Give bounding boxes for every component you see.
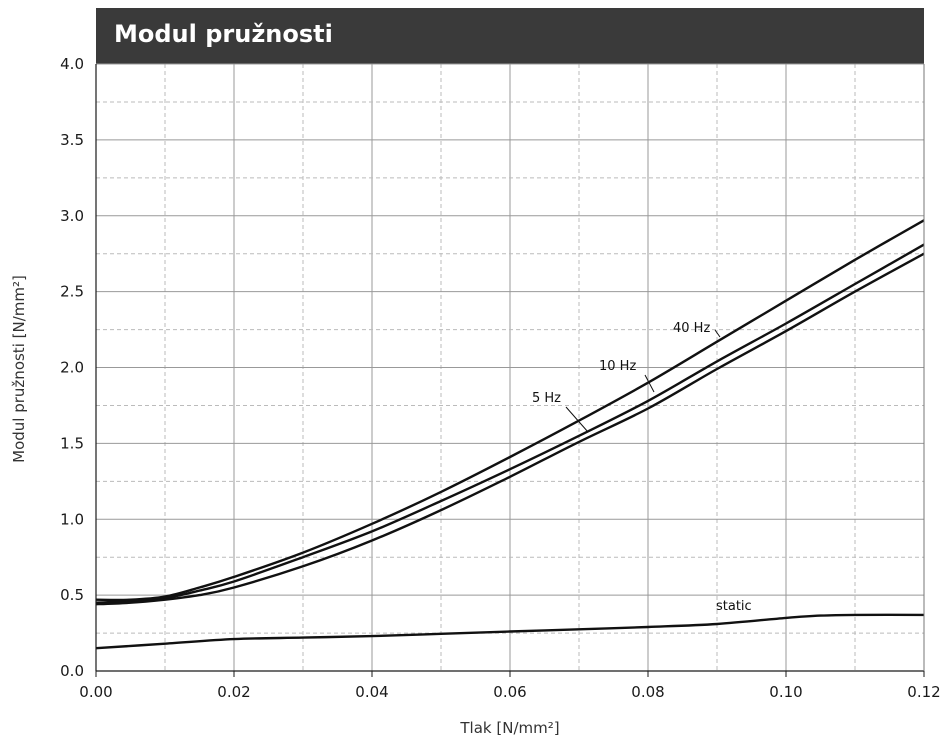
x-tick-label: 0.12: [907, 683, 940, 701]
chart-title-bar: Modul pružnosti: [96, 8, 924, 64]
series-group: 40 Hz 10 Hz 5 Hz static: [95, 219, 925, 650]
y-tick-label: 4.0: [60, 55, 84, 73]
leader-line-40-hz: [714, 329, 721, 338]
x-tick-label: 0.04: [355, 683, 388, 701]
x-tick-label: 0.10: [769, 683, 802, 701]
chart-title: Modul pružnosti: [114, 20, 333, 48]
leader-line-5-hz: [565, 406, 589, 433]
series-label-5-hz: 5 Hz: [532, 391, 561, 406]
y-tick-label: 0.0: [60, 662, 84, 680]
y-tick-label: 1.5: [60, 434, 84, 452]
x-tick-label: 0.02: [217, 683, 250, 701]
series-line-5-hz: [95, 252, 925, 606]
grid: [96, 63, 924, 671]
x-tick-label: 0.00: [79, 683, 112, 701]
y-tick-label: 2.0: [60, 359, 84, 377]
x-tick-label: 0.06: [493, 683, 526, 701]
y-tick-label: 0.5: [60, 586, 84, 604]
x-axis-title: Tlak [N/mm²]: [459, 719, 559, 737]
y-tick-label: 1.0: [60, 510, 84, 528]
y-tick-label: 2.5: [60, 283, 84, 301]
series-label-40-hz: 40 Hz: [673, 321, 710, 336]
series-label-10-hz: 10 Hz: [599, 359, 636, 374]
series-line-10-hz: [95, 243, 925, 604]
leader-line-10-hz: [644, 374, 655, 393]
tick-labels: 0.00 0.02 0.04 0.06 0.08 0.10 0.12 0.0 0.5 1.0 1.5…: [60, 55, 941, 701]
y-tick-label: 3.0: [60, 207, 84, 225]
x-tick-label: 0.08: [631, 683, 664, 701]
axes: [95, 64, 925, 677]
y-tick-label: 3.5: [60, 131, 84, 149]
y-axis-title: Modul pružnosti [N/mm²]: [10, 275, 28, 463]
series-label-static: static: [716, 599, 752, 614]
series-line-40-hz: [95, 219, 925, 602]
series-line-static: [95, 613, 925, 650]
